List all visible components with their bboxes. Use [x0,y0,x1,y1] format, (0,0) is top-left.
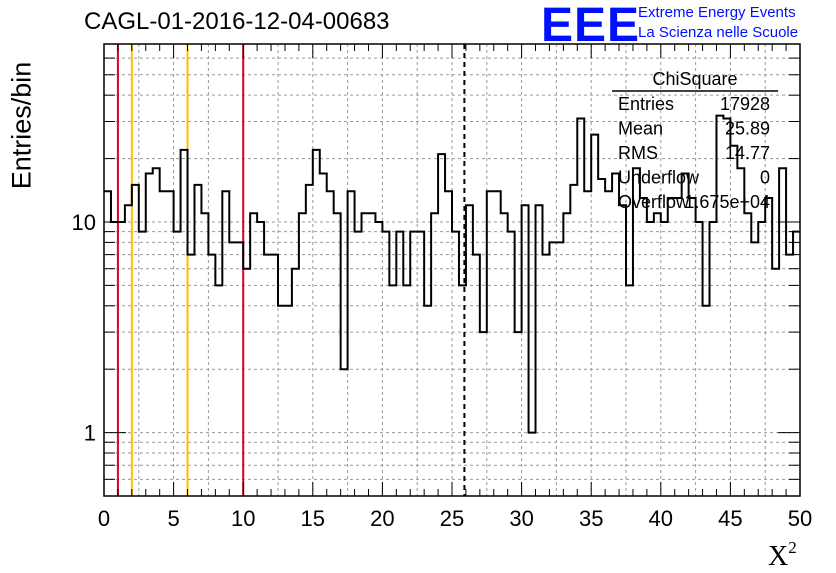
histogram-line [104,114,800,434]
x-axis-label: X2 [768,538,797,573]
x-axis-label-base: X [768,541,789,572]
x-tick-label: 25 [440,506,464,531]
x-tick-label: 40 [649,506,673,531]
stats-value: 25.89 [725,119,770,139]
stats-value: 17928 [720,94,770,114]
stats-label: Entries [618,94,674,114]
y-tick-label: 1 [84,421,96,446]
stats-label: Overflow [618,192,690,212]
x-tick-label: 45 [718,506,742,531]
stats-box: ChiSquare Entries 17928 Mean 25.89 RMS 14.77 Un… [612,69,778,212]
grid [104,44,800,496]
x-tick-label: 35 [579,506,603,531]
y-tick-label: 10 [72,210,96,235]
stats-label: RMS [618,143,658,163]
y-axis-label: Entries/bin [6,61,37,190]
stats-value: 14.77 [725,143,770,163]
stats-box-title: ChiSquare [652,69,737,89]
x-axis-label-superscript: 2 [788,538,797,557]
x-tick-label: 20 [370,506,394,531]
tick-labels: 0 5 10 15 20 25 30 35 40 45 50 1 10 [72,210,813,531]
x-tick-label: 15 [301,506,325,531]
eee-logo-line2: La Scienza nelle Scuole [638,24,799,41]
eee-logo: EEE [541,0,641,52]
x-tick-label: 50 [788,506,812,531]
axis-ticks [103,43,801,497]
x-tick-label: 5 [167,506,179,531]
stats-label: Mean [618,119,663,139]
stats-value: 1.675e+04 [684,192,770,212]
x-tick-label: 10 [231,506,255,531]
reference-lines [116,44,466,496]
stats-label: Underflow [618,168,700,188]
stats-value: 0 [760,168,770,188]
eee-logo-line1: Extreme Energy Events [638,4,796,21]
x-tick-label: 0 [98,506,110,531]
x-tick-label: 30 [509,506,533,531]
run-title: CAGL-01-2016-12-04-00683 [84,8,390,35]
